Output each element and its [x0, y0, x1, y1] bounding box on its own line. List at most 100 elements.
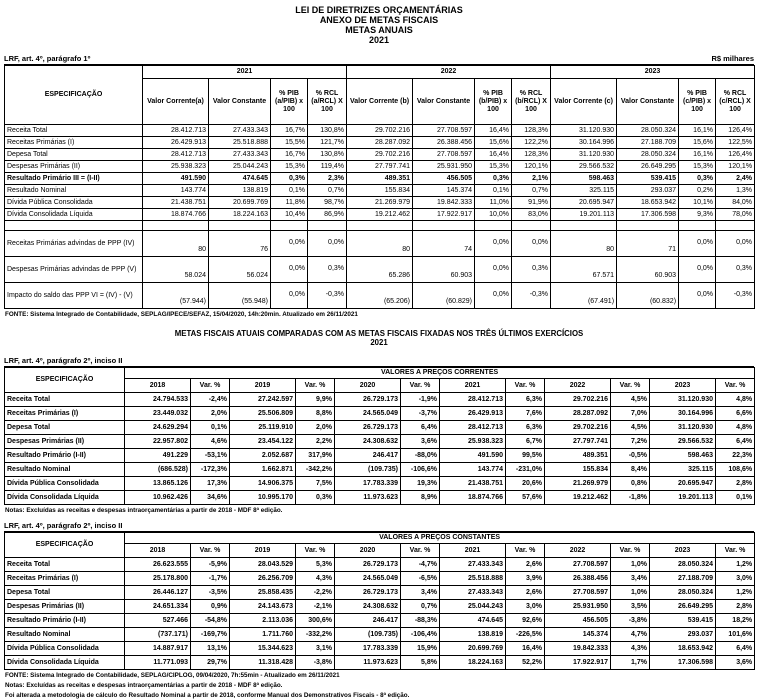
row-label: Receita Total [4, 124, 143, 137]
cell-value: 0,7% [306, 184, 348, 197]
cell-value: 27.188.709 [616, 136, 680, 149]
table-row: Resultado Nominal (737.171) -169,7% 1.711.7… [4, 627, 756, 642]
cell-value: 23.449.032 [124, 406, 191, 421]
cell-value: 52,2% [505, 655, 545, 670]
cell-value: 28.287.092 [544, 406, 611, 421]
cell-value: 28.287.092 [346, 136, 414, 149]
cell-value: 26.388.456 [412, 136, 476, 149]
column-header: Var. % [714, 543, 756, 558]
cell-value: 11.973.623 [334, 490, 401, 505]
cell-value: 18.224.163 [208, 208, 271, 221]
cell-value: 26.429.913 [439, 406, 506, 421]
column-header: % RCL (c/RCL) X 100 [715, 78, 756, 125]
cell-value: 56.024 [208, 256, 271, 283]
cell-value: 25.858.435 [229, 585, 296, 600]
table-row: Despesas Primárias (II) 24.651.334 0,9% 24.… [4, 599, 756, 614]
cell-value: 4,8% [714, 392, 756, 407]
cell-value: 25.119.910 [229, 420, 296, 435]
cell-value: 26.649.295 [616, 160, 680, 173]
cell-value: 325.115 [649, 462, 716, 477]
cell-value: 9,3% [678, 208, 717, 221]
column-header: Valor Corrente (c) [550, 78, 618, 125]
table-row: Receita Total 24.794.533 -2,4% 27.242.597 9,… [4, 392, 756, 407]
column-header: Var. % [400, 543, 440, 558]
row-label: Dívida Pública Consolidada [4, 476, 125, 491]
cell-value: 24.308.632 [334, 599, 401, 614]
table-row: Dívida Consolidada Líquida 18.874.766 18.2… [4, 208, 756, 221]
cell-value: 0,1% [714, 490, 756, 505]
cell-value: 11.771.093 [124, 655, 191, 670]
cell-value: 71 [616, 230, 680, 257]
table-row: Depesa Total 24.629.294 0,1% 25.119.910 2,0%… [4, 420, 756, 435]
cell-value: 0,3% [715, 256, 756, 283]
cell-value: 28.412.713 [439, 420, 506, 435]
table-row: Receita Total 26.623.555 -5,9% 28.043.529 5,… [4, 557, 756, 572]
cell-value: 1,2% [714, 557, 756, 572]
cell-value: 0,3% [474, 172, 513, 185]
cell-value: 145.374 [544, 627, 611, 642]
cell-value: 27.188.709 [649, 571, 716, 586]
cell-value: 1.662.871 [229, 462, 296, 477]
cell-value: 6,4% [714, 434, 756, 449]
spec-column-header: ESPECIFICAÇÃO [4, 532, 125, 558]
cell-value: 22,3% [714, 448, 756, 463]
column-header: 2023 [649, 543, 716, 558]
column-header: Var. % [295, 378, 335, 393]
cell-value: 2,3% [306, 172, 348, 185]
spec-column-header: ESPECIFICAÇÃO [4, 367, 125, 393]
cell-value: -3,8% [295, 655, 335, 670]
cell-value: -3,8% [610, 613, 650, 628]
table1-spacer-body [4, 220, 756, 231]
cell-value: 11.973.623 [334, 655, 401, 670]
cell-value: 26.649.295 [649, 599, 716, 614]
spacer-cell [346, 220, 414, 231]
cell-value: 0,1% [270, 184, 308, 197]
cell-value: 5,3% [295, 557, 335, 572]
cell-value: (109.735) [334, 462, 401, 477]
lrf-reference-3: LRF, art. 4º, parágrafo 2º, inciso II [4, 521, 123, 530]
cell-value: -3,7% [400, 406, 440, 421]
cell-value: 11.318.428 [229, 655, 296, 670]
currency-unit-label: R$ milhares [711, 54, 754, 63]
cell-value: 27.797.741 [544, 434, 611, 449]
cell-value: 0,1% [190, 420, 230, 435]
cell-value: 0,9% [190, 599, 230, 614]
column-header: 2022 [544, 543, 611, 558]
cell-value: 80 [550, 230, 618, 257]
cell-value: -169,7% [190, 627, 230, 642]
cell-value: 31.120.930 [550, 148, 618, 161]
table3-source-note: FONTE: Sistema Integrado de Contabilidad… [5, 672, 340, 679]
cell-value: 4,3% [295, 571, 335, 586]
cell-value: 0,7% [511, 184, 552, 197]
cell-value: 16,1% [678, 148, 717, 161]
cell-value: 598.463 [649, 448, 716, 463]
cell-value: 246.417 [334, 448, 401, 463]
cell-value: 300,6% [295, 613, 335, 628]
cell-value: -1,9% [400, 392, 440, 407]
column-header: 2022 [544, 378, 611, 393]
cell-value: 31.120.930 [649, 420, 716, 435]
constant-prices-banner: VALORES A PREÇOS CONSTANTES [123, 532, 756, 544]
spacer-cell [208, 220, 271, 231]
row-label: Resultado Primário III = (I-II) [4, 172, 143, 185]
cell-value: 0,0% [270, 230, 308, 257]
cell-value: 474.645 [439, 613, 506, 628]
column-header: % RCL (b/RCL) X 100 [511, 78, 552, 125]
column-header: Var. % [190, 378, 230, 393]
table3-note-1: Notas: Excluídas as receitas e despesas … [5, 682, 283, 689]
cell-value: 0,7% [400, 599, 440, 614]
cell-value: 20,6% [505, 476, 545, 491]
spec-column-header: ESPECIFICAÇÃO [4, 65, 143, 125]
cell-value: 84,0% [715, 196, 756, 209]
cell-value: 29.702.216 [544, 420, 611, 435]
cell-value: 21.269.979 [346, 196, 414, 209]
cell-value: 17,3% [190, 476, 230, 491]
lrf-reference-1: LRF, art. 4º, parágrafo 1º [4, 54, 91, 63]
cell-value: 0,8% [610, 476, 650, 491]
cell-value: 83,0% [511, 208, 552, 221]
cell-value: 26.729.173 [334, 557, 401, 572]
cell-value: 2.113.036 [229, 613, 296, 628]
table2-body: Receita Total 24.794.533 -2,4% 27.242.597 9,… [4, 392, 756, 505]
cell-value: 65.286 [346, 256, 414, 283]
cell-value: 128,3% [511, 148, 552, 161]
